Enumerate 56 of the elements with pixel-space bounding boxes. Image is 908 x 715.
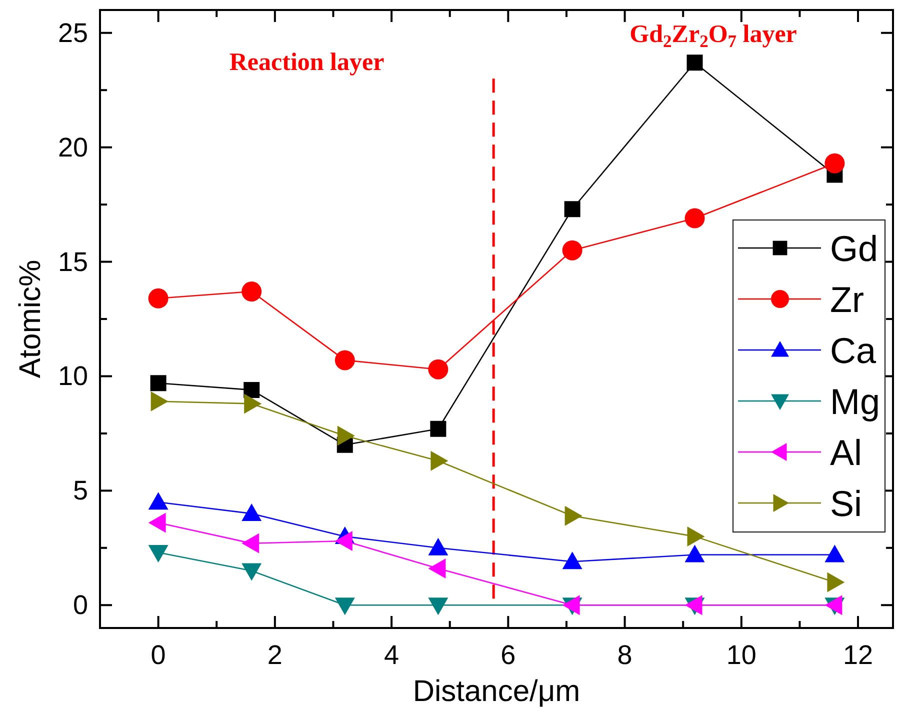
x-tick-label: 2 [267, 640, 282, 670]
legend-label: Zr [830, 279, 864, 320]
y-axis-title: Atomic% [14, 260, 47, 378]
x-tick-label: 0 [150, 640, 166, 670]
legend-label: Mg [830, 381, 880, 422]
point [244, 394, 262, 414]
point [148, 544, 168, 562]
y-tick-label: 0 [72, 590, 88, 620]
y-tick-label: 25 [58, 18, 88, 48]
point [428, 359, 448, 380]
point [562, 240, 582, 260]
point [242, 563, 262, 581]
point [242, 282, 262, 302]
point [148, 512, 166, 533]
point [148, 288, 168, 308]
point [148, 492, 168, 510]
point [337, 426, 355, 446]
x-axis-title: Distance/μm [412, 675, 580, 708]
point [564, 506, 582, 526]
point [686, 54, 703, 71]
legend-label: Si [830, 483, 862, 524]
point [827, 572, 845, 592]
point [244, 382, 260, 398]
point [242, 533, 260, 554]
point [150, 391, 168, 412]
x-tick-label: 8 [617, 640, 632, 670]
point [824, 153, 845, 174]
x-tick-label: 10 [726, 640, 756, 670]
point [242, 504, 262, 522]
point [562, 552, 582, 570]
legend-label: Ca [830, 330, 877, 371]
x-tick-label: 6 [500, 640, 516, 670]
point [150, 375, 166, 392]
y-tick-label: 15 [58, 246, 88, 277]
x-tick-label: 4 [384, 640, 400, 670]
point [430, 420, 446, 437]
point [428, 558, 446, 578]
point [334, 598, 355, 616]
y-tick-label: 20 [58, 132, 88, 162]
point [428, 538, 448, 556]
point [684, 544, 705, 562]
point [334, 531, 352, 552]
y-tick-label: 10 [58, 361, 88, 392]
point [684, 208, 705, 228]
point [687, 526, 705, 546]
y-tick-label: 5 [72, 476, 88, 506]
point [334, 350, 355, 370]
legend-label: Gd [830, 228, 878, 269]
point [564, 201, 580, 218]
annotation: Reaction layer [229, 49, 384, 76]
point [430, 450, 448, 471]
x-tick-label: 12 [842, 640, 874, 670]
point [824, 544, 845, 562]
legend-label: Al [830, 432, 862, 473]
point [428, 598, 448, 616]
annotation: Gd$_{2}$Zr$_{2}$O$_{7}$ layer [630, 21, 797, 52]
